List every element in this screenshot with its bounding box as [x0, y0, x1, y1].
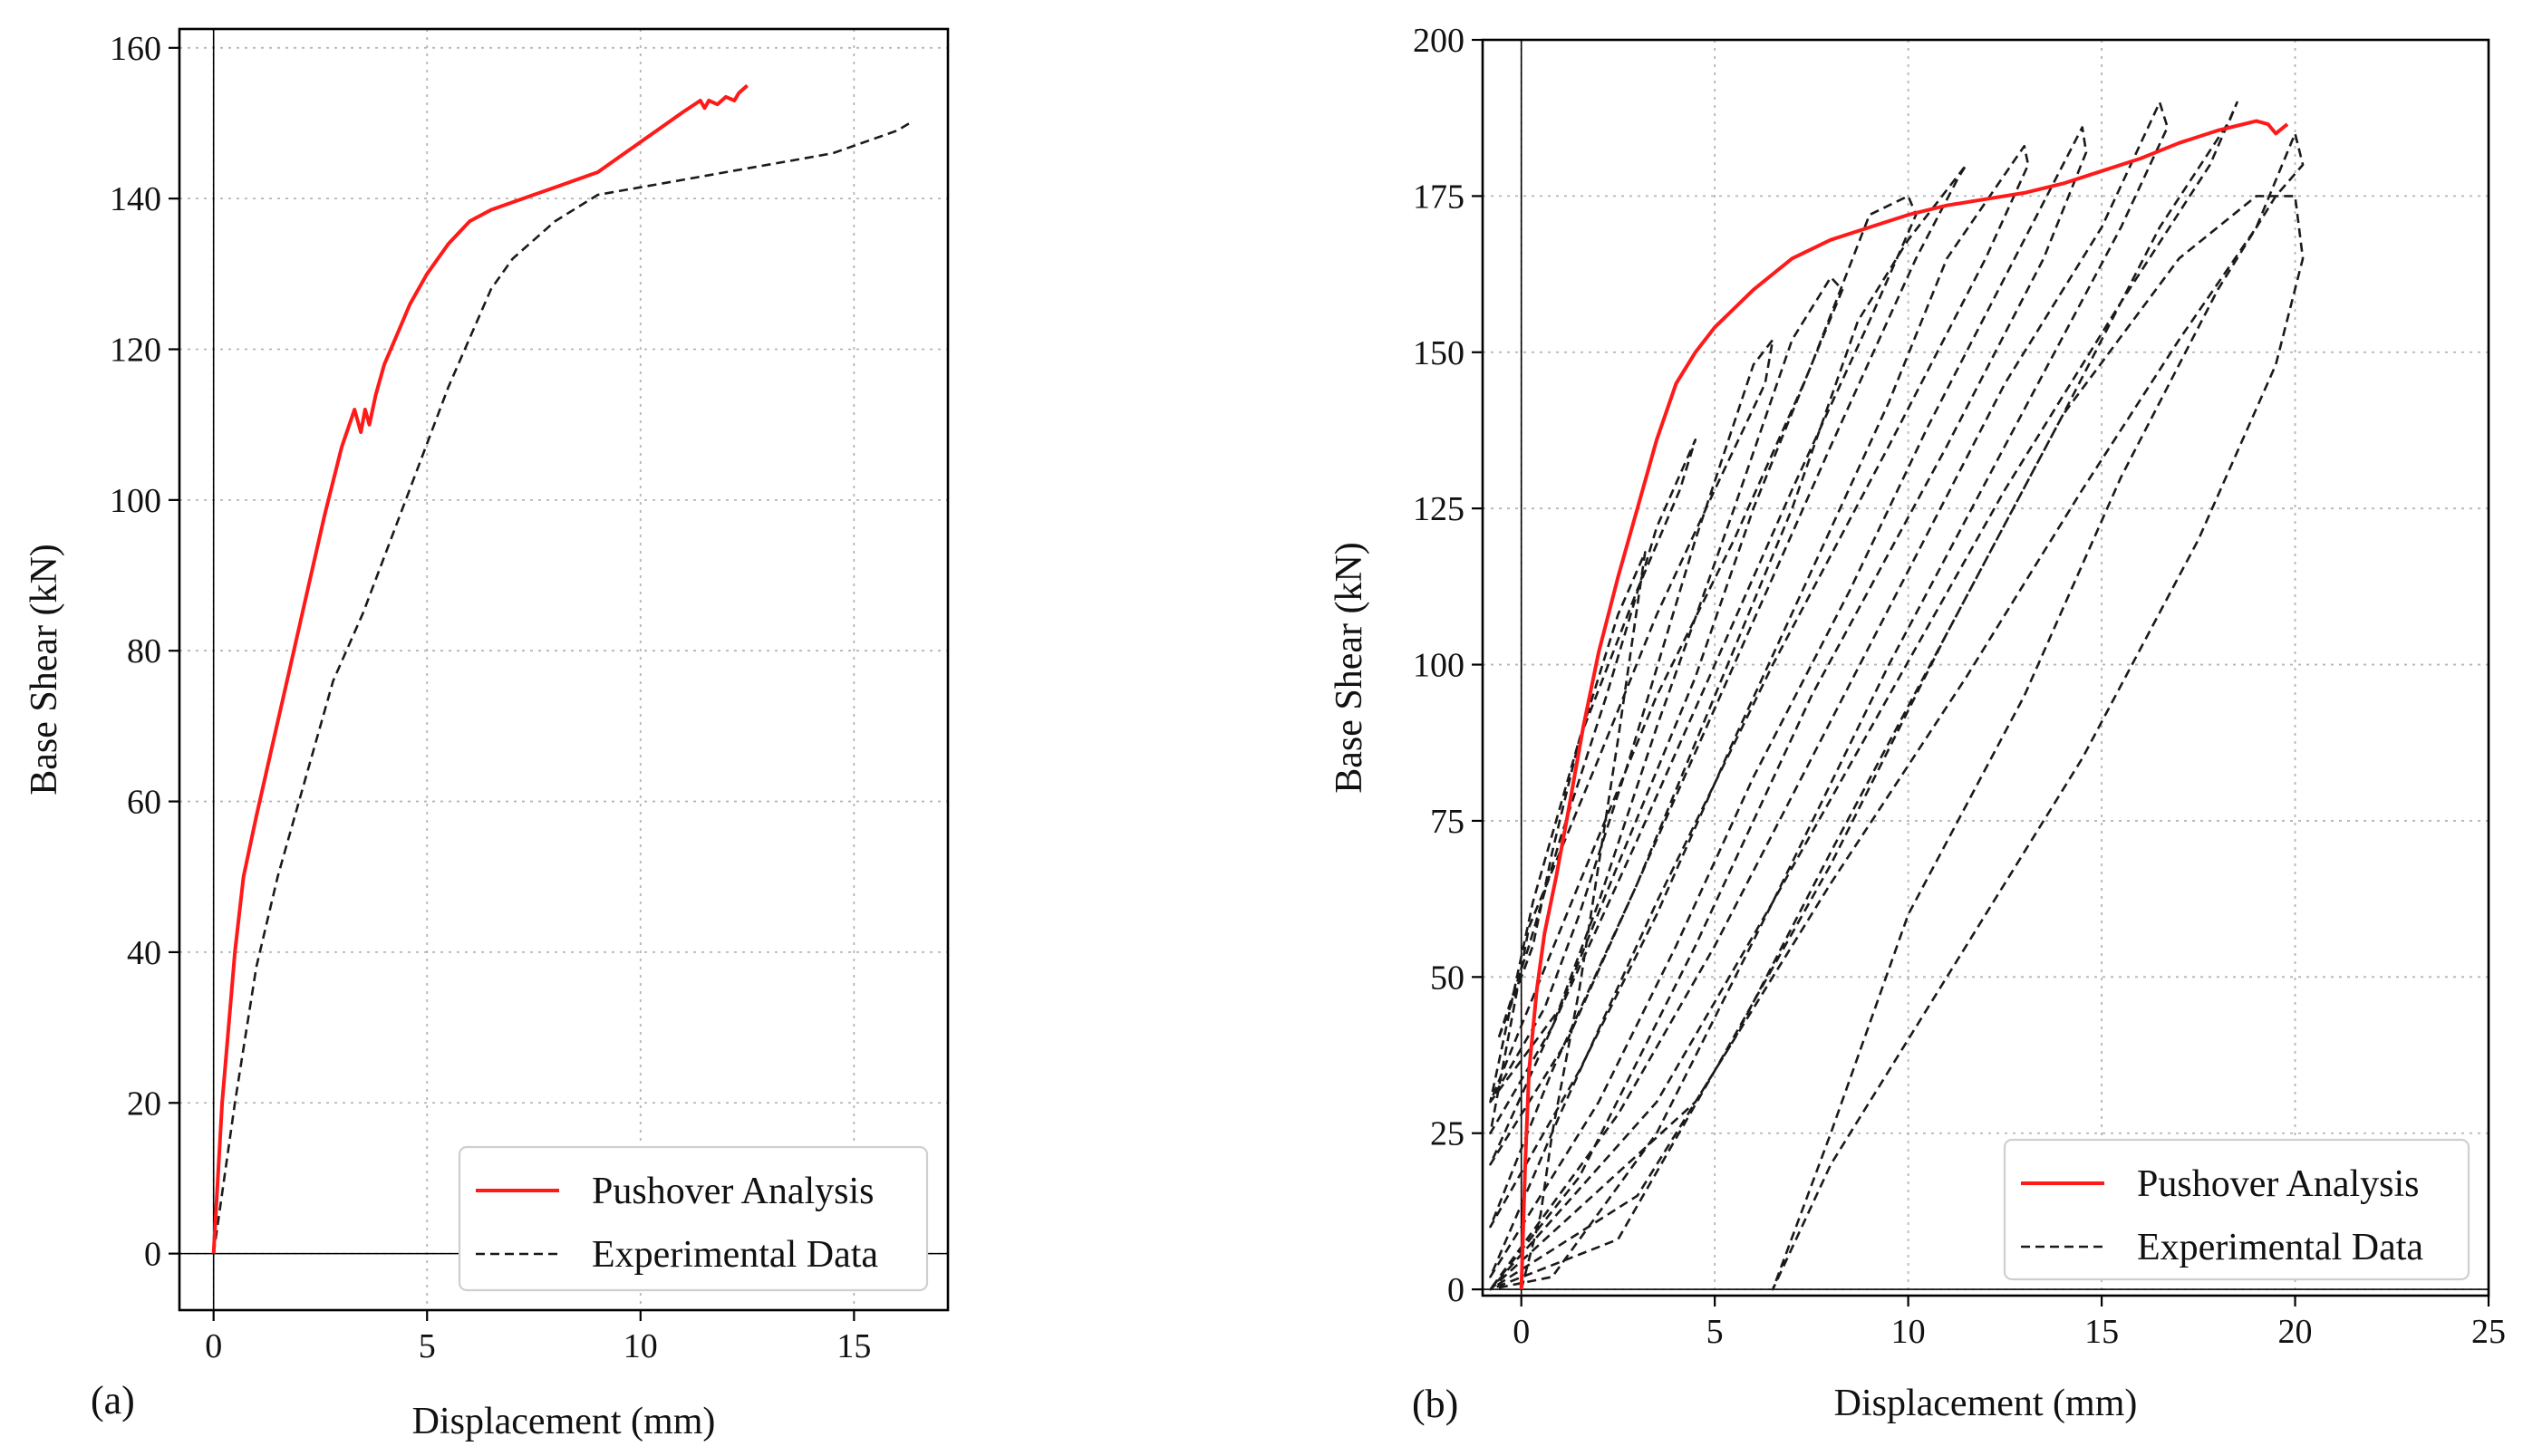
chart-b-y-tick-label-0: 0	[1447, 1271, 1464, 1309]
chart-a-legend-box	[458, 1145, 929, 1292]
chart-b-x-axis-label: Displacement (mm)	[1834, 1383, 2138, 1424]
chart-a-y-tick-label-0: 0	[144, 1236, 161, 1274]
chart-a-x-axis-label: Displacement (mm)	[412, 1401, 716, 1442]
chart-b-frame	[1481, 38, 2490, 1297]
chart-b-y-tick-label-125: 125	[1413, 490, 1464, 528]
chart-a-ticks: 0 5 10 15 0 20 40 60 80 100 120 140 160	[110, 30, 871, 1365]
chart-a-pushover-vs-experimental: 0 5 10 15 0 20 40 60 80 100 120 140 160 Displacement…	[24, 27, 950, 1442]
chart-a-grid	[179, 29, 948, 1310]
chart-b-x-tick-label-5: 5	[1706, 1313, 1724, 1351]
chart-b-y-tick-label-200: 200	[1413, 22, 1464, 60]
chart-b-pushover-vs-cyclic-experimental: 0 5 10 15 20 25 0 25 50 75 100 125 150 175 200 Displac…	[1329, 22, 2506, 1426]
chart-a-y-tick-label-80: 80	[127, 632, 161, 670]
chart-a-legend-label-pushover: Pushover Analysis	[592, 1171, 875, 1212]
chart-a-x-tick-label-5: 5	[419, 1327, 436, 1365]
chart-a-y-tick-label-100: 100	[110, 482, 161, 520]
chart-a-series-pushover-analysis	[211, 83, 749, 1254]
chart-a-series-experimental-data	[212, 121, 911, 1254]
chart-b-y-axis-label: Base Shear (kN)	[1329, 542, 1370, 794]
chart-b-y-tick-label-100: 100	[1413, 647, 1464, 685]
chart-a-legend-label-experimental: Experimental Data	[592, 1234, 878, 1276]
chart-b-y-tick-label-150: 150	[1413, 334, 1464, 372]
chart-b-x-tick-label-0: 0	[1513, 1313, 1530, 1351]
chart-a-series	[211, 83, 911, 1254]
chart-a-panel-label: (a)	[91, 1378, 135, 1422]
chart-a-y-tick-label-160: 160	[110, 30, 161, 68]
chart-a-y-tick-label-140: 140	[110, 180, 161, 218]
chart-a-frame	[178, 27, 950, 1312]
chart-a-y-tick-label-120: 120	[110, 332, 161, 370]
chart-b-legend-label-pushover: Pushover Analysis	[2137, 1163, 2420, 1205]
chart-b-y-tick-label-25: 25	[1430, 1115, 1464, 1153]
chart-b-legend-label-experimental: Experimental Data	[2137, 1227, 2423, 1268]
chart-a-y-tick-label-40: 40	[127, 934, 161, 972]
chart-b-panel-label: (b)	[1412, 1382, 1458, 1426]
chart-a-y-tick-label-20: 20	[127, 1085, 161, 1123]
chart-b-y-tick-label-75: 75	[1430, 803, 1464, 841]
chart-b-x-tick-label-15: 15	[2084, 1313, 2119, 1351]
chart-b-legend: Pushover Analysis Experimental Data	[2003, 1138, 2470, 1281]
chart-b-x-tick-label-25: 25	[2471, 1313, 2506, 1351]
chart-a-zero-lines	[179, 29, 948, 1310]
chart-b-y-tick-label-50: 50	[1430, 959, 1464, 997]
chart-a-y-axis-label: Base Shear (kN)	[24, 544, 65, 795]
chart-b-ticks: 0 5 10 15 20 25 0 25 50 75 100 125 150 175 200	[1413, 22, 2506, 1351]
chart-a-x-tick-label-10: 10	[624, 1327, 658, 1365]
chart-b-y-tick-label-175: 175	[1413, 178, 1464, 216]
chart-b-series	[1489, 101, 2305, 1291]
chart-a-x-tick-label-0: 0	[205, 1327, 222, 1365]
chart-a-y-tick-label-60: 60	[127, 784, 161, 822]
chart-a-legend: Pushover Analysis Experimental Data	[458, 1145, 929, 1292]
chart-b-x-tick-label-20: 20	[2278, 1313, 2313, 1351]
chart-b-grid	[1483, 40, 2489, 1296]
chart-a-x-tick-label-15: 15	[836, 1327, 871, 1365]
chart-b-series-pushover-analysis	[1519, 119, 2289, 1290]
chart-b-legend-box	[2003, 1138, 2470, 1281]
chart-b-zero-lines	[1483, 40, 2489, 1296]
chart-b-x-tick-label-10: 10	[1891, 1313, 1926, 1351]
chart-b-series-experimental-data	[1489, 101, 2305, 1291]
